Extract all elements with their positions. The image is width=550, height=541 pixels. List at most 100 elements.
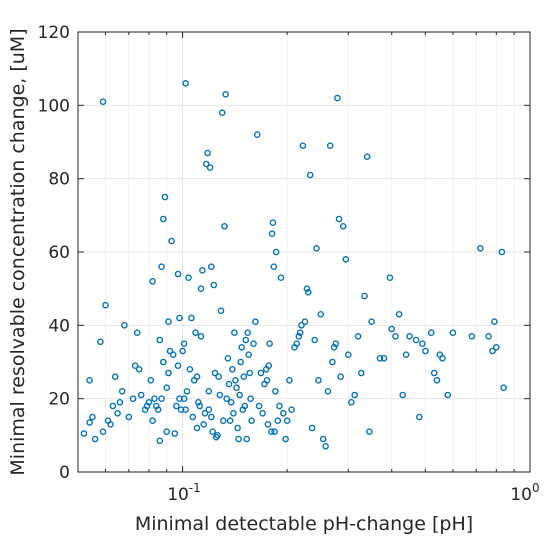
data-point [286,376,293,384]
data-point [241,402,249,410]
data-point [230,409,237,417]
data-point [86,376,93,384]
data-point [392,332,399,340]
data-point [149,417,156,425]
data-point [182,406,189,414]
data-point [121,321,128,329]
y-tick-label: 20 [48,390,70,410]
data-point [337,373,344,381]
data-point [252,318,259,326]
data-point [449,329,457,337]
data-point [194,398,202,406]
y-tick-label: 100 [38,96,70,116]
data-point [270,263,278,271]
data-point [209,428,216,436]
data-point [366,428,373,436]
data-point [158,395,165,403]
data-point [322,442,329,450]
data-point [201,409,209,417]
data-point [399,391,407,399]
data-point [395,310,403,318]
data-point [388,325,396,333]
data-point [192,329,199,337]
data-point [210,281,218,289]
data-point [439,354,446,362]
y-tick-label: 60 [48,243,70,263]
data-point [137,391,145,399]
data-point [107,420,114,428]
data-point [274,417,282,425]
data-point [315,376,322,384]
data-point [97,338,104,346]
data-point [354,332,362,340]
data-point [86,419,93,426]
data-point [264,420,272,428]
data-point [279,409,287,417]
data-point [347,398,355,406]
data-point [183,387,191,395]
data-point [221,222,228,230]
data-point [116,398,124,406]
data-point [412,336,420,344]
data-point [180,395,188,403]
data-point [271,428,278,436]
data-point [263,376,271,384]
data-point [244,329,251,337]
data-point [202,160,210,168]
data-point [189,413,197,421]
data-point [231,329,238,337]
data-point [205,387,213,395]
points-layer [80,80,508,450]
data-point [427,329,435,337]
data-point [311,336,319,344]
data-point [235,435,242,443]
data-point [342,255,350,263]
data-point [272,387,279,395]
data-point [118,387,126,395]
data-point [174,362,182,370]
data-point [468,332,476,340]
data-point [376,354,384,362]
data-point [199,266,206,274]
data-point [295,332,303,340]
data-point [357,369,365,377]
data-point [216,391,224,399]
data-point [308,424,316,432]
data-point [200,420,207,428]
data-point [485,332,492,340]
data-point [147,376,155,384]
data-point [125,413,133,421]
data-point [491,318,498,326]
data-point [433,376,441,384]
data-point [306,171,314,179]
grid-layer [78,31,531,473]
data-point [257,369,265,377]
y-tick-label: 40 [48,316,70,336]
data-point [193,373,201,381]
data-point [304,288,312,296]
data-point [477,244,484,252]
data-point [326,142,334,149]
data-point [245,351,252,359]
data-point [99,428,107,436]
data-point [319,435,327,443]
data-point [293,340,301,348]
data-point [236,391,243,399]
data-point [380,354,388,362]
data-point [243,435,250,443]
y-tick-label: 0 [59,463,70,483]
data-point [240,373,248,381]
data-point [298,321,305,329]
data-point [422,347,429,355]
data-point [339,222,347,230]
data-point [234,424,241,432]
data-point [151,395,158,403]
data-point [159,358,167,366]
data-point [317,310,325,318]
data-point [332,340,340,348]
x-tick-label-2: 100 [510,481,539,505]
data-point [182,80,189,87]
data-point [219,417,227,425]
data-point [179,347,186,355]
